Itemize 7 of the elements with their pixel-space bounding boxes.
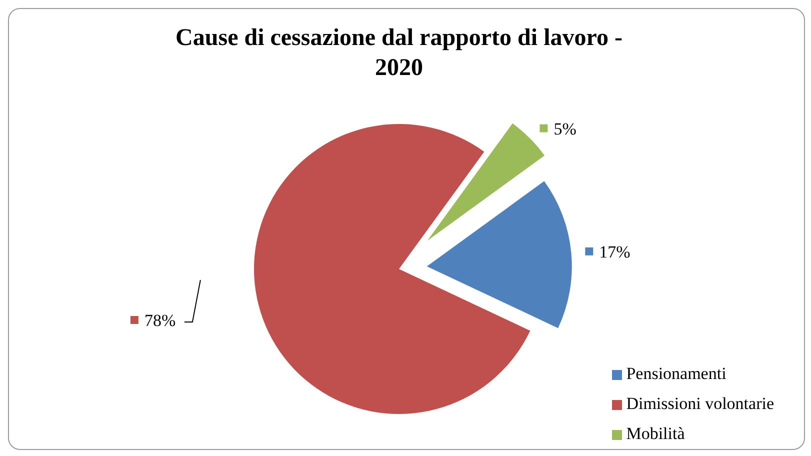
data-label: 5% bbox=[554, 119, 576, 138]
legend-label: Dimissioni volontarie bbox=[626, 394, 774, 413]
chart-title: Cause di cessazione dal rapporto di lavoro - 2020 bbox=[174, 24, 624, 83]
data-label: 78% bbox=[144, 310, 176, 330]
data-label: 17% bbox=[599, 242, 630, 262]
legend-label: Mobilità bbox=[626, 424, 685, 443]
legend-label: Pensionamenti bbox=[626, 364, 726, 383]
